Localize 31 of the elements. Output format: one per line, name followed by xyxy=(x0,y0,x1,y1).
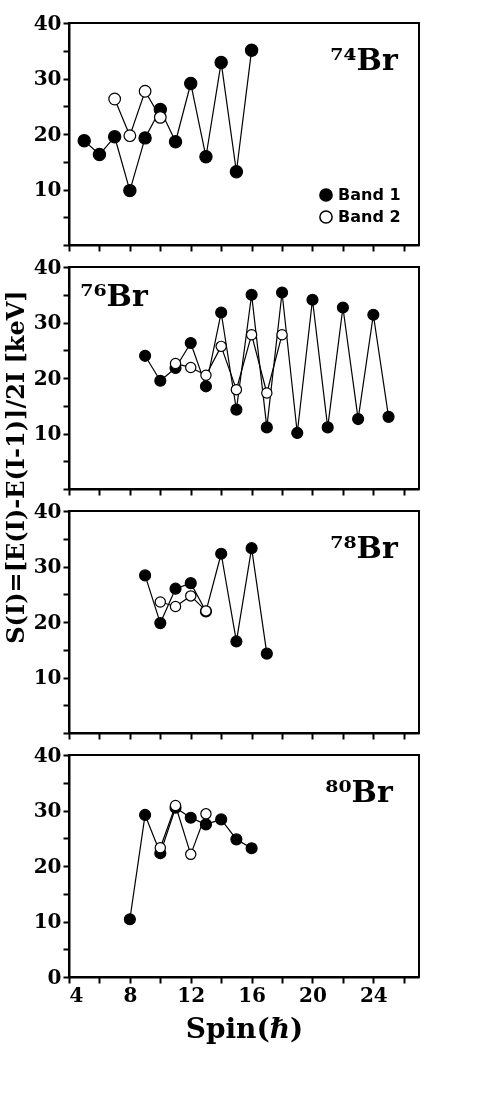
annotation: ⁷⁸Br xyxy=(330,530,399,565)
y-tick-label: 10 xyxy=(33,909,62,933)
y-tick-label: 30 xyxy=(33,66,62,90)
legend-label: Band 2 xyxy=(338,207,401,226)
x-tick-label: 16 xyxy=(238,982,267,1007)
legend-label: Band 1 xyxy=(338,185,401,204)
x-tick-label: 24 xyxy=(359,982,388,1007)
y-axis-title: S(I)=[E(I)-E(I-1)]/2I [keV] xyxy=(1,290,30,644)
annotation: ⁸⁰Br xyxy=(325,774,394,809)
x-tick-label: 4 xyxy=(69,982,84,1007)
annotation: ⁷⁶Br xyxy=(80,278,149,313)
y-tick-label: 40 xyxy=(33,742,62,767)
y-tick-label: 0 xyxy=(47,964,62,989)
annotation: ⁷⁴Br xyxy=(330,42,399,77)
y-tick-label: 10 xyxy=(33,177,62,201)
y-tick-label: 40 xyxy=(33,254,62,279)
x-tick-label: 12 xyxy=(177,982,206,1007)
y-tick-label: 20 xyxy=(33,121,62,146)
x-tick-label: 20 xyxy=(299,982,327,1007)
y-tick-label: 10 xyxy=(33,665,62,689)
y-tick-label: 30 xyxy=(33,310,62,334)
y-tick-label: 20 xyxy=(33,853,62,878)
y-tick-label: 30 xyxy=(33,798,62,822)
y-tick-label: 20 xyxy=(33,365,62,390)
y-tick-label: 20 xyxy=(33,609,62,634)
x-axis-title: Spin(ℏ) xyxy=(185,1011,304,1045)
y-tick-label: 30 xyxy=(33,554,62,578)
y-tick-label: 10 xyxy=(33,421,62,445)
y-tick-label: 40 xyxy=(33,10,62,35)
x-tick-label: 8 xyxy=(123,982,138,1007)
y-tick-label: 40 xyxy=(33,498,62,523)
